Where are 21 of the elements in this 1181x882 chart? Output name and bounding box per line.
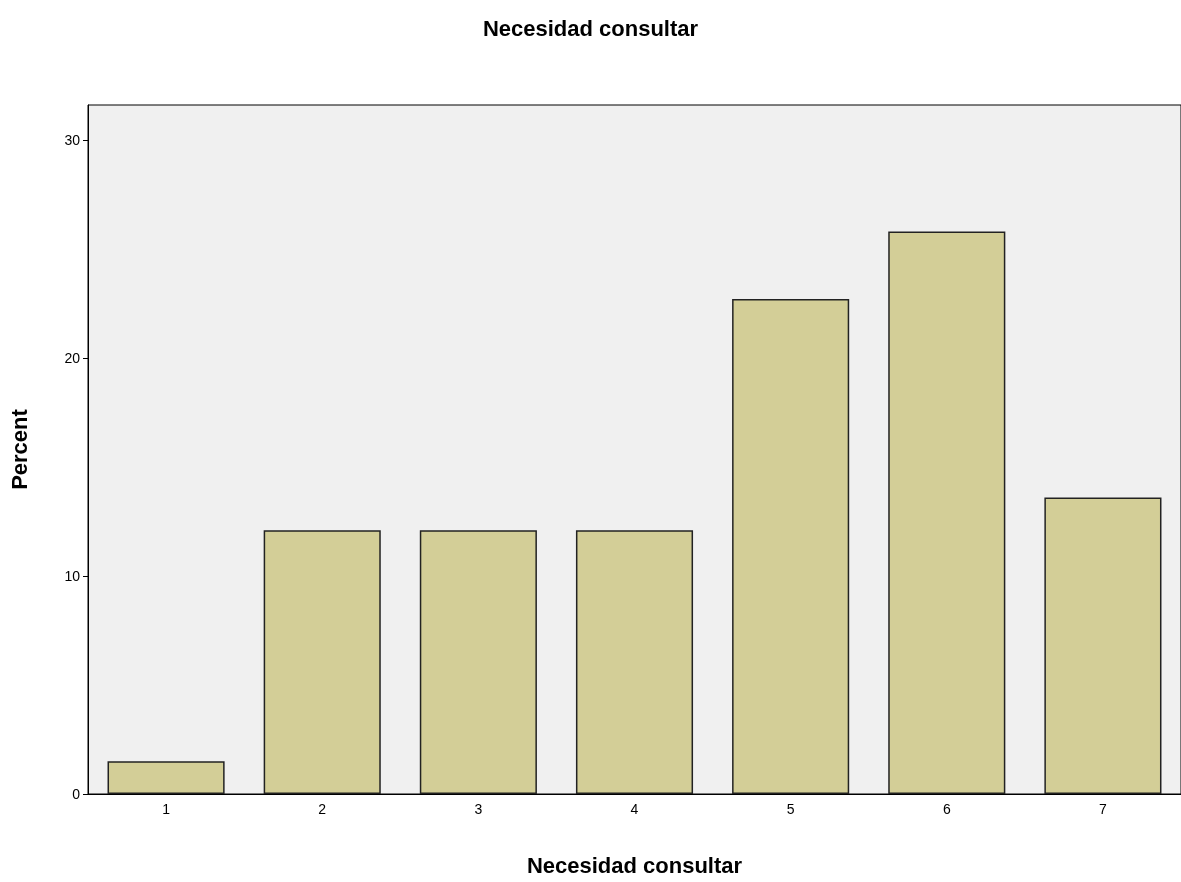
bar xyxy=(575,530,694,794)
x-tick-label: 1 xyxy=(162,801,171,817)
bar xyxy=(107,761,225,794)
x-tick-label: 4 xyxy=(630,801,639,817)
x-tick-label: 6 xyxy=(942,801,951,817)
y-tick-label: 10 xyxy=(64,567,81,584)
x-axis-title: Necesidad consultar xyxy=(526,852,743,878)
x-tick-label: 2 xyxy=(318,801,327,817)
bar xyxy=(1044,497,1162,794)
bar xyxy=(263,530,381,794)
bar xyxy=(732,299,850,794)
chart-title: Necesidad consultar xyxy=(482,15,699,41)
y-axis-title: Percent xyxy=(6,408,32,490)
bar xyxy=(419,530,537,794)
y-tick-label: 20 xyxy=(64,349,81,366)
x-tick-label: 7 xyxy=(1099,801,1108,817)
y-tick-label: 0 xyxy=(72,786,81,802)
y-tick-label: 30 xyxy=(64,131,81,148)
x-tick-label: 3 xyxy=(474,801,483,817)
bar xyxy=(888,231,1006,794)
x-tick-label: 5 xyxy=(786,801,795,817)
